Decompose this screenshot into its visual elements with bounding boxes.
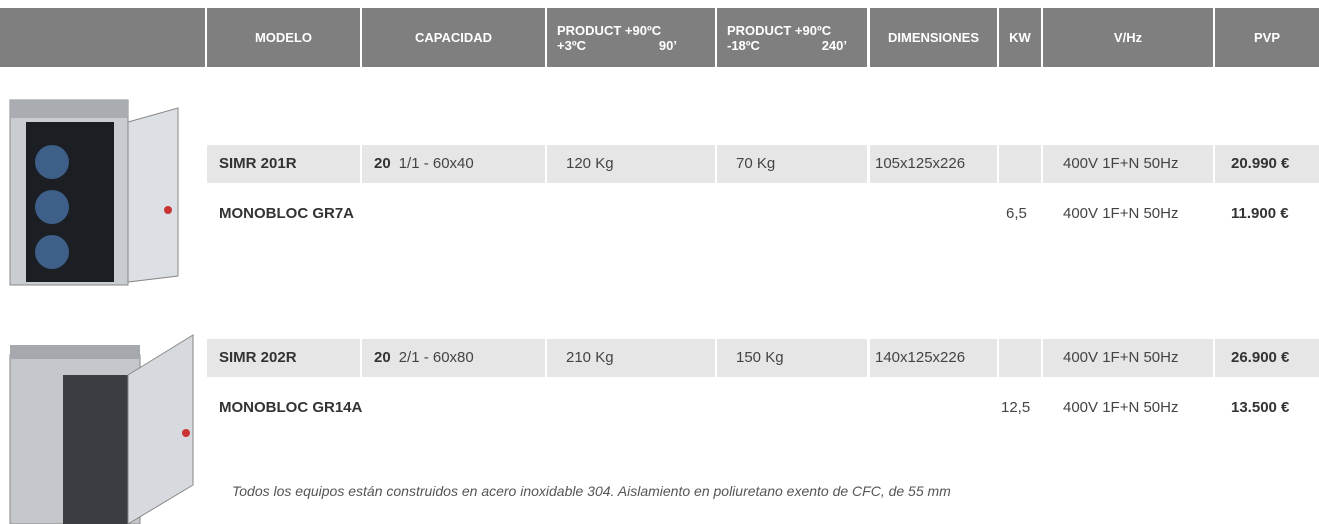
product-weight: 210 Kg	[566, 349, 614, 366]
row-cell-bg	[870, 339, 997, 377]
row-cell-bg	[1043, 145, 1213, 183]
model-name: SIMR 202R	[219, 349, 297, 366]
row-cell-bg	[717, 145, 867, 183]
model-name: MONOBLOC GR14A	[219, 399, 363, 416]
price: 26.900 €	[1231, 349, 1290, 366]
header-text: DIMENSIONES	[887, 30, 979, 45]
row-cell-bg	[547, 145, 715, 183]
header-subline: -18ºC 240’	[717, 38, 847, 53]
row-cell-bg	[207, 339, 360, 377]
row-cell-bg	[870, 145, 997, 183]
capacity: 20 2/1 - 60x80	[374, 349, 474, 367]
dimensions: 105x125x226	[875, 155, 966, 172]
row-cell-bg	[1043, 339, 1213, 377]
header-cell: PRODUCT +90ºC -18ºC 240’	[717, 8, 867, 67]
header-text: PVP	[1253, 30, 1280, 45]
row-cell-bg	[717, 339, 867, 377]
header-text: 240’	[821, 37, 847, 53]
header-cell: DIMENSIONES	[870, 8, 997, 67]
row-cell-bg	[207, 145, 360, 183]
header-text: PRODUCT +90ºC	[557, 22, 662, 38]
voltage: 400V 1F+N 50Hz	[1063, 155, 1179, 172]
header-text: KW	[1009, 30, 1031, 45]
row-cell-bg	[547, 339, 715, 377]
voltage: 400V 1F+N 50Hz	[1063, 205, 1179, 222]
header-text: 90’	[658, 37, 677, 53]
header-blank	[0, 8, 205, 67]
header-cell: MODELO	[207, 8, 360, 67]
power: 6,5	[1006, 205, 1027, 222]
voltage: 400V 1F+N 50Hz	[1063, 349, 1179, 366]
header-cell: V/Hz	[1043, 8, 1213, 67]
model-name: MONOBLOC GR7A	[219, 205, 354, 222]
row-cell-bg	[1215, 339, 1319, 377]
price: 20.990 €	[1231, 155, 1290, 172]
header-text: CAPACIDAD	[414, 30, 493, 45]
power: 12,5	[1001, 399, 1031, 416]
capacity: 20 1/1 - 60x40	[374, 155, 474, 173]
row-cell-bg	[999, 145, 1041, 183]
product-weight: 120 Kg	[566, 155, 614, 172]
product-image-1	[9, 99, 179, 286]
capacity-qty: 20	[374, 349, 391, 366]
model-name: SIMR 201R	[219, 155, 297, 172]
dimensions: 140x125x226	[875, 349, 966, 366]
header-subline: +3ºC 90’	[547, 38, 677, 53]
voltage: 400V 1F+N 50Hz	[1063, 399, 1179, 416]
header-text: -18ºC	[727, 37, 760, 53]
price: 13.500 €	[1231, 399, 1290, 416]
capacity-qty: 20	[374, 155, 391, 172]
capacity-spec: 1/1 - 60x40	[398, 155, 474, 172]
row-cell-bg	[362, 145, 545, 183]
product-weight: 70 Kg	[736, 155, 776, 172]
header-text: PRODUCT +90ºC	[727, 22, 832, 38]
row-cell-bg	[362, 339, 545, 377]
header-cell: PRODUCT +90ºC +3ºC 90’	[547, 8, 715, 67]
price: 11.900 €	[1231, 205, 1289, 222]
product-weight: 150 Kg	[736, 349, 784, 366]
footnote: Todos los equipos están construidos en a…	[232, 483, 951, 499]
header-text: V/Hz	[1113, 30, 1143, 45]
header-text: +3ºC	[557, 37, 586, 53]
product-image-2	[9, 334, 194, 524]
header-cell: KW	[999, 8, 1041, 67]
capacity-spec: 2/1 - 60x80	[398, 349, 474, 366]
header-cell: PVP	[1215, 8, 1319, 67]
row-cell-bg	[1215, 145, 1319, 183]
header-cell: CAPACIDAD	[362, 8, 545, 67]
row-cell-bg	[999, 339, 1041, 377]
header-text: MODELO	[254, 30, 313, 45]
